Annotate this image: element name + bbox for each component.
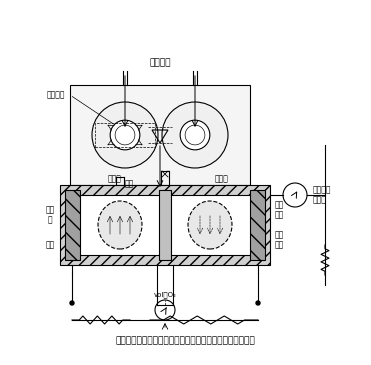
Text: 比較室: 比較室 <box>215 174 229 183</box>
Text: vol％O₂: vol％O₂ <box>154 291 177 298</box>
Circle shape <box>256 301 260 305</box>
Bar <box>159 190 171 260</box>
Text: 磁石: 磁石 <box>46 241 55 250</box>
Text: 測定室: 測定室 <box>108 174 122 183</box>
Bar <box>250 190 265 260</box>
Text: ブリッジ
電流計: ブリッジ 電流計 <box>313 185 332 205</box>
Bar <box>70 85 250 185</box>
Circle shape <box>70 301 74 305</box>
Bar <box>60 185 270 265</box>
Circle shape <box>110 120 140 150</box>
Text: 磁気
風: 磁気 風 <box>46 205 55 225</box>
Bar <box>65 190 80 260</box>
Circle shape <box>92 102 158 168</box>
Ellipse shape <box>98 201 142 249</box>
Bar <box>75 195 255 255</box>
Ellipse shape <box>188 201 232 249</box>
Circle shape <box>283 183 307 207</box>
Bar <box>95 123 155 147</box>
Circle shape <box>155 300 175 320</box>
Text: 熱線素子: 熱線素子 <box>46 91 65 100</box>
Text: 図８　磁気風法酸素計測器の構造例　　（円筒状測定室）: 図８ 磁気風法酸素計測器の構造例 （円筒状測定室） <box>115 336 255 345</box>
Text: 磁石: 磁石 <box>125 179 134 188</box>
Circle shape <box>180 120 210 150</box>
Text: 測定ガス: 測定ガス <box>149 58 171 67</box>
Circle shape <box>162 102 228 168</box>
Text: 熱線
素子: 熱線 素子 <box>275 200 284 220</box>
Text: 自然
対流: 自然 対流 <box>275 230 284 250</box>
